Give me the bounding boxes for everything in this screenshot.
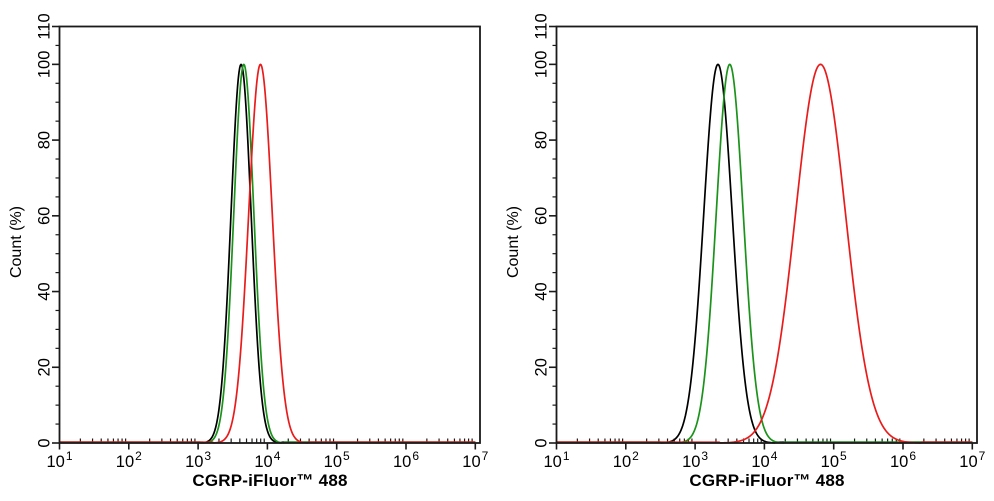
black-curve — [556, 63, 973, 444]
y-axis-tick-label: 110 — [532, 13, 550, 39]
y-axis-tick-label: 0 — [532, 438, 550, 447]
histogram-plot-right: 101 102 103 104 105 106 107 0 20 40 60 80 100 110 — [532, 13, 985, 471]
y-axis-tick-label: 110 — [35, 13, 53, 39]
x-axis-tick-label: 104 — [751, 449, 777, 471]
y-axis-title: Count (%) — [505, 205, 522, 279]
x-axis-tick-label: 102 — [613, 449, 639, 471]
x-axis-tick-label: 103 — [682, 449, 708, 471]
y-axis-tick-label: 40 — [35, 282, 53, 300]
panel-left: 101 102 103 104 105 106 107 0 20 40 60 80 100 110 CGR… — [8, 13, 489, 490]
x-axis-tick-label: 103 — [185, 449, 211, 471]
x-axis-tick-label: 106 — [890, 449, 916, 471]
x-axis-title: CGRP-iFluor™ 488 — [192, 471, 348, 490]
panel-right: 101 102 103 104 105 106 107 0 20 40 60 80 100 110 CGR… — [497, 0, 994, 501]
y-axis-tick-label: 0 — [35, 438, 53, 447]
y-axis-tick-label: 40 — [532, 282, 550, 300]
x-axis-tick-label: 102 — [116, 449, 142, 471]
y-axis-tick-label: 60 — [35, 207, 53, 225]
y-axis-tick-label: 100 — [35, 51, 53, 79]
red-curve — [59, 63, 476, 444]
x-axis-tick-label: 101 — [46, 449, 72, 471]
y-axis-tick-label: 20 — [35, 358, 53, 376]
plot-box — [555, 25, 978, 444]
plot-box — [58, 25, 481, 444]
x-axis-tick-label: 105 — [821, 449, 847, 471]
y-axis-tick-label: 80 — [35, 131, 53, 149]
histogram-plot-left: 101 102 103 104 105 106 107 0 20 40 60 80 100 110 — [35, 13, 488, 471]
y-axis-tick-label: 100 — [532, 51, 550, 79]
x-axis-tick-label: 101 — [543, 449, 569, 471]
x-axis-tick-label: 107 — [959, 449, 985, 471]
red-curve — [556, 63, 973, 444]
x-axis-tick-label: 107 — [462, 449, 488, 471]
y-axis-tick-label: 60 — [532, 207, 550, 225]
y-axis-tick-label: 20 — [532, 358, 550, 376]
y-axis-tick-label: 80 — [532, 131, 550, 149]
y-axis-title: Count (%) — [8, 205, 25, 279]
x-axis-tick-label: 105 — [324, 449, 350, 471]
x-axis-title: CGRP-iFluor™ 488 — [689, 471, 845, 490]
x-axis-tick-label: 104 — [254, 449, 280, 471]
green-curve — [556, 63, 973, 444]
x-axis-tick-label: 106 — [393, 449, 419, 471]
